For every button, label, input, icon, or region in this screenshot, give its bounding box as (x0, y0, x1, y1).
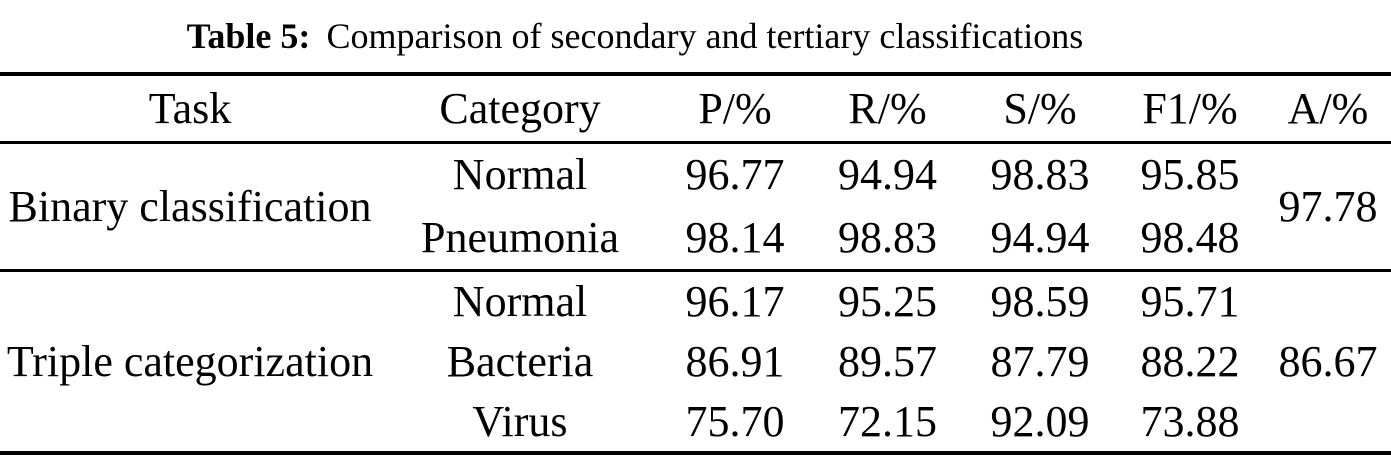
precision-cell: 98.14 (685, 212, 785, 262)
table-caption: Table 5: Comparison of secondary and ter… (0, 0, 1270, 72)
header-cell-precision: P/% (698, 83, 772, 133)
precision-cell: 86.91 (685, 337, 785, 386)
accuracy-cell: 86.67 (1278, 336, 1378, 386)
recall-cell: 94.94 (838, 150, 937, 200)
header-row: Task Category P/% R/% S/% F1/% A/% (0, 74, 1391, 142)
task-cell: Triple categorization (6, 336, 374, 386)
specificity-cell: 98.83 (990, 150, 1090, 200)
specificity-cell: 87.79 (990, 337, 1090, 386)
recall-cell: 72.15 (838, 397, 937, 446)
header-cell-accuracy: A/% (1287, 83, 1369, 133)
section-triple-categorization: Triple categorization Normal 96.17 95.25… (0, 270, 1391, 453)
caption-label: Table 5: (186, 16, 311, 56)
precision-cell: 75.70 (685, 397, 785, 446)
caption-text: Comparison of secondary and tertiary cla… (326, 16, 1084, 56)
header-cell-task: Task (148, 83, 232, 133)
task-cell: Binary classification (8, 181, 372, 231)
f1-cell: 95.71 (1140, 276, 1240, 326)
table-header: Task Category P/% R/% S/% F1/% A/% (0, 74, 1391, 142)
header-cell-f1: F1/% (1142, 83, 1238, 133)
recall-cell: 95.25 (838, 276, 937, 326)
precision-cell: 96.77 (685, 150, 785, 200)
recall-cell: 98.83 (838, 212, 937, 262)
header-cell-specificity: S/% (1003, 83, 1077, 133)
f1-cell: 95.85 (1140, 150, 1240, 200)
results-table: Task Category P/% R/% S/% F1/% A/% Binar… (0, 72, 1391, 455)
f1-cell: 88.22 (1140, 337, 1240, 386)
table-row: Triple categorization Normal 96.17 95.25… (0, 270, 1391, 386)
section-binary-classification: Binary classification Normal 96.77 94.94… (0, 142, 1391, 270)
specificity-cell: 94.94 (990, 212, 1090, 262)
header-cell-recall: R/% (848, 83, 927, 133)
table-row: Virus 75.70 72.15 92.09 73.88 (0, 392, 1391, 453)
category-cell: Virus (472, 397, 568, 446)
specificity-cell: 98.59 (990, 276, 1090, 326)
table-row: Bacteria 86.91 89.57 87.79 88.22 (0, 331, 1391, 392)
table-row: Pneumonia 98.14 98.83 94.94 98.48 (0, 206, 1391, 270)
f1-cell: 98.48 (1140, 212, 1240, 262)
category-cell: Normal (452, 150, 588, 200)
recall-cell: 89.57 (838, 337, 937, 386)
table-row: Binary classification Normal 96.77 94.94… (0, 142, 1391, 230)
category-cell: Pneumonia (421, 212, 619, 262)
specificity-cell: 92.09 (990, 397, 1090, 446)
accuracy-cell: 97.78 (1278, 181, 1378, 231)
category-cell: Normal (452, 276, 588, 326)
header-cell-category: Category (439, 83, 601, 133)
precision-cell: 96.17 (685, 276, 785, 326)
f1-cell: 73.88 (1140, 397, 1240, 446)
category-cell: Bacteria (446, 337, 594, 386)
